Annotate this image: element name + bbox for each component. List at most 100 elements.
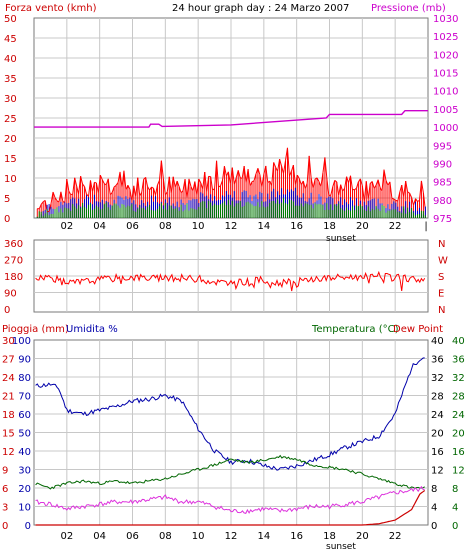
wind-tick-label: 25 bbox=[4, 114, 17, 125]
wind-gust-step bbox=[131, 185, 135, 201]
wind-gust-step bbox=[273, 162, 277, 168]
wind-gust-step bbox=[292, 165, 296, 185]
wind-gust-step bbox=[411, 197, 415, 206]
wind-gust-step bbox=[350, 175, 353, 190]
wind-gust-step bbox=[123, 170, 127, 190]
hour-tick-label: 22 bbox=[389, 221, 402, 232]
wind-gust-step bbox=[117, 171, 121, 183]
wind-gust-step bbox=[58, 191, 62, 203]
wind-gust-step bbox=[253, 173, 257, 182]
rain-line bbox=[35, 490, 426, 526]
wind-gust-step bbox=[70, 193, 73, 196]
pressure-tick-label: 1030 bbox=[433, 14, 458, 25]
pressure-tick-label: 1010 bbox=[433, 87, 458, 98]
wind-gust-step bbox=[214, 160, 218, 189]
temp-left-tick-label: 20 bbox=[431, 429, 444, 440]
wind-gust-step bbox=[389, 181, 393, 199]
wind-gust-step bbox=[186, 178, 190, 199]
temperature-legend-label: Temperatura (°C) bbox=[311, 324, 399, 335]
direction-tick-label: 360 bbox=[4, 239, 23, 250]
hour-tick-label-bottom: 12 bbox=[225, 531, 238, 542]
wind-gust-step bbox=[74, 177, 78, 187]
direction-line bbox=[35, 270, 426, 292]
wind-gust-step bbox=[355, 181, 359, 189]
wind-gust-step bbox=[399, 184, 403, 193]
pressure-tick-label: 1005 bbox=[433, 105, 458, 116]
wind-gust-step bbox=[310, 177, 314, 189]
direction-tick-label: 90 bbox=[4, 289, 17, 300]
wind-gust-step bbox=[304, 183, 308, 189]
temp-right-tick-label: 40 bbox=[452, 336, 465, 347]
temp-left-tick-label: 28 bbox=[431, 392, 444, 403]
wind-gust-step bbox=[54, 197, 58, 202]
rain-tick-label: 15 bbox=[2, 429, 15, 440]
wind-gust-step bbox=[324, 157, 328, 179]
wind-gust-step bbox=[385, 180, 389, 186]
wind-gust-step bbox=[279, 158, 283, 167]
wind-gust-step bbox=[237, 170, 241, 178]
wind-gust-step bbox=[135, 177, 139, 197]
rain-legend-label: Pioggia (mm) bbox=[2, 324, 69, 335]
humidity-tick-label: 40 bbox=[18, 447, 31, 458]
wind-tick-label: 5 bbox=[4, 194, 10, 205]
wind-gust-step bbox=[115, 182, 119, 186]
rain-tick-label: 24 bbox=[2, 373, 15, 384]
wind-gust-step bbox=[212, 188, 215, 191]
wind-gust-step bbox=[235, 170, 239, 178]
wind-gust-step bbox=[261, 174, 265, 187]
wind-gust-step bbox=[286, 147, 290, 176]
pressure-tick-label: 980 bbox=[433, 196, 452, 207]
temp-right-tick-label: 4 bbox=[452, 503, 458, 514]
direction-tick-label: 180 bbox=[4, 272, 23, 283]
wind-gust-step bbox=[94, 181, 97, 184]
pressure-tick-label: 1015 bbox=[433, 69, 458, 80]
wind-gust-step bbox=[283, 160, 286, 174]
temp-right-tick-label: 8 bbox=[452, 484, 458, 495]
wind-tick-label: 35 bbox=[4, 74, 17, 85]
wind-gust-step bbox=[381, 169, 385, 192]
rain-tick-label: 6 bbox=[2, 484, 8, 495]
wind-tick-label: 0 bbox=[4, 214, 10, 225]
wind-gust-step bbox=[119, 171, 123, 188]
wind-gust-step bbox=[99, 174, 103, 180]
wind-gust-step bbox=[233, 177, 237, 185]
wind-gust-step bbox=[255, 168, 259, 175]
wind-gust-step bbox=[198, 178, 202, 184]
wind-gust-step bbox=[156, 180, 160, 186]
humidity-tick-label: 30 bbox=[18, 466, 31, 477]
wind-gust-step bbox=[220, 180, 223, 187]
wind-gust-step bbox=[113, 184, 117, 188]
wind-gust-step bbox=[326, 178, 330, 196]
wind-gust-step bbox=[330, 186, 334, 196]
hour-tick-label-bottom: 04 bbox=[93, 531, 106, 542]
wind-gust-step bbox=[60, 191, 64, 202]
wind-gust-step bbox=[417, 200, 420, 202]
dewpoint-legend-label: Dew Point bbox=[393, 324, 443, 335]
wind-gust-step bbox=[50, 191, 54, 204]
wind-gust-step bbox=[172, 176, 176, 188]
wind-gust-step bbox=[127, 185, 131, 190]
wind-gust-step bbox=[145, 177, 149, 187]
wind-gust-step bbox=[265, 165, 269, 183]
wind-gust-step bbox=[296, 174, 300, 179]
wind-gust-step bbox=[298, 178, 302, 185]
hour-tick-label: 12 bbox=[225, 221, 238, 232]
wind-gust-step bbox=[365, 181, 369, 199]
wind-gust-step bbox=[78, 176, 82, 195]
wind-gust-step bbox=[162, 178, 166, 195]
wind-gust-step bbox=[393, 198, 397, 201]
wind-gust-step bbox=[158, 160, 162, 181]
hour-tick-label: 16 bbox=[290, 221, 303, 232]
pressure-tick-label: 975 bbox=[433, 214, 452, 225]
wind-gust-step bbox=[164, 191, 168, 196]
wind-gust-step bbox=[302, 180, 306, 189]
wind-gust-step bbox=[316, 177, 320, 182]
wind-gust-step bbox=[243, 165, 247, 183]
wind-gust-step bbox=[391, 197, 395, 200]
wind-gust-step bbox=[216, 160, 220, 188]
wind-gust-step bbox=[322, 157, 326, 173]
wind-tick-label: 45 bbox=[4, 34, 17, 45]
wind-gust-step bbox=[247, 169, 251, 186]
hour-end-tick: | bbox=[424, 221, 427, 232]
